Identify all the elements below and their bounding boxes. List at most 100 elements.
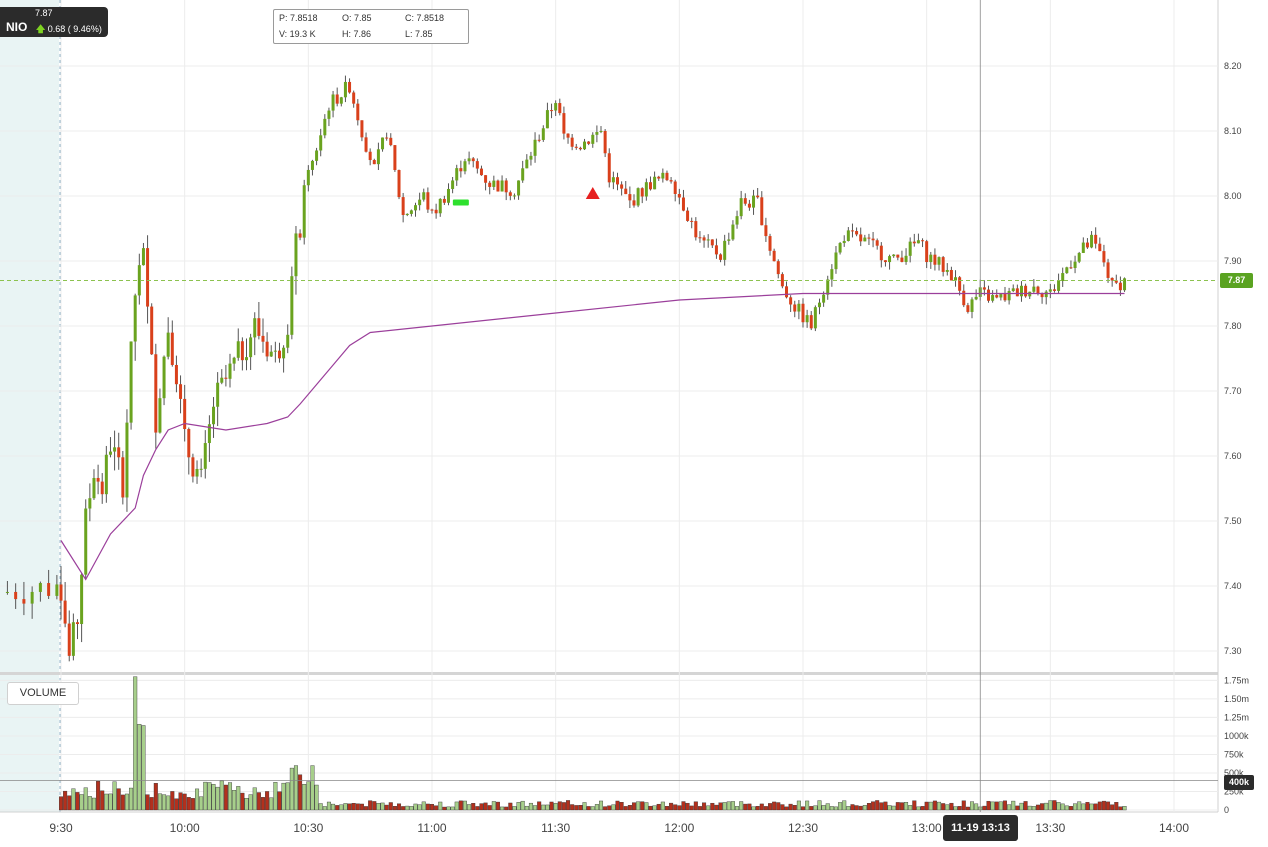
volume-bar (623, 806, 628, 811)
candle-body (867, 237, 871, 239)
candle-body (727, 239, 731, 241)
candle-body (253, 318, 257, 338)
volume-bar (937, 801, 942, 811)
volume-bar (949, 802, 954, 811)
volume-bar (846, 806, 851, 811)
volume-bar (475, 806, 480, 811)
candle-body (624, 188, 628, 195)
volume-bar (611, 804, 616, 811)
volume-bar (446, 806, 451, 811)
volume-bar (1081, 803, 1086, 811)
time-tick-label: 13:00 (912, 821, 942, 835)
volume-bar (195, 788, 200, 811)
candle-body (302, 185, 306, 238)
volume-bar (298, 774, 303, 811)
candle-body (636, 188, 640, 206)
volume-bar (1110, 804, 1115, 811)
volume-bar (199, 796, 204, 811)
candle-body (1106, 262, 1110, 278)
candle-body (912, 241, 916, 244)
candle-body (603, 130, 607, 154)
candle-body (669, 180, 673, 182)
volume-bar (504, 806, 509, 811)
candle-body (855, 231, 859, 235)
candle-body (1052, 289, 1056, 291)
candle-body (529, 155, 533, 160)
crosshair (0, 0, 1218, 812)
volume-bar (306, 781, 311, 811)
candle-body (871, 238, 875, 241)
volume-bar (768, 803, 773, 811)
volume-bar (405, 805, 410, 811)
volume-bar (838, 802, 843, 811)
candle-body (785, 286, 789, 298)
candle-body (471, 158, 475, 162)
volume-bar (524, 805, 529, 811)
candle-body (232, 357, 236, 364)
candle-body (739, 198, 743, 217)
volume-bar (500, 806, 505, 811)
volume-bar (397, 803, 402, 811)
volume-bar (1035, 804, 1040, 811)
candle-body (574, 146, 578, 148)
candle-body (537, 139, 541, 141)
volume-pane-label[interactable]: VOLUME (7, 682, 79, 705)
volume-bar (854, 805, 859, 811)
candle-body (533, 139, 537, 156)
candle-body (265, 341, 269, 357)
candle-body (282, 347, 286, 359)
candle-body (240, 341, 244, 361)
volume-bar (998, 801, 1003, 811)
volume-bar (1031, 806, 1036, 811)
candle-body (834, 252, 838, 270)
pane-divider (0, 672, 1218, 675)
ticker-badge[interactable]: NIO 7.87 🡅 0.68 ( 9.46%) (0, 7, 108, 37)
candle-body (850, 230, 854, 232)
candle-body (789, 297, 793, 305)
volume-bar (318, 803, 323, 811)
candle-body (162, 356, 166, 399)
volume-bar (607, 805, 612, 811)
candle-body (747, 203, 751, 208)
chart-background (0, 0, 1219, 813)
volume-bar (739, 801, 744, 811)
candle-body (121, 457, 125, 498)
candle-body (607, 153, 611, 183)
volume-bar (586, 806, 591, 811)
candle-body (327, 110, 331, 119)
candle-body (958, 277, 962, 291)
volume-bar (801, 806, 806, 811)
time-tick-label: 10:00 (170, 821, 200, 835)
candle-body (987, 289, 990, 301)
candle-body (1118, 282, 1122, 291)
volume-bar (829, 806, 834, 811)
time-tick-label: 12:00 (664, 821, 694, 835)
candle-body (224, 377, 228, 379)
candle-body (368, 151, 372, 161)
volume-bar (409, 806, 414, 811)
candle-body (904, 255, 908, 262)
volume-bar (730, 801, 735, 811)
volume-bar (96, 781, 101, 811)
candle-body (463, 161, 467, 172)
crosshair-time-flag: 11-19 13:13 (943, 815, 1018, 841)
volume-bar (735, 806, 740, 811)
volume-bar (780, 804, 785, 811)
volume-bar (743, 803, 748, 811)
candle-body (1069, 267, 1073, 269)
candle-body (842, 240, 846, 244)
ohlc-readout: P: 7.8518 O: 7.85 C: 7.8518 V: 19.3 K H:… (273, 9, 469, 44)
candle-body (273, 350, 277, 352)
volume-bar (685, 802, 690, 811)
volume-bar (697, 806, 702, 811)
volume-bar (116, 788, 121, 811)
volume-bar (689, 805, 694, 811)
volume-bar (879, 802, 884, 811)
candle-body (277, 350, 281, 359)
volume-bar (364, 806, 369, 811)
candle-body (352, 92, 356, 104)
candle-body (488, 182, 492, 187)
candle-body (430, 209, 434, 211)
volume-tick-label: 1.50m (1224, 694, 1249, 704)
